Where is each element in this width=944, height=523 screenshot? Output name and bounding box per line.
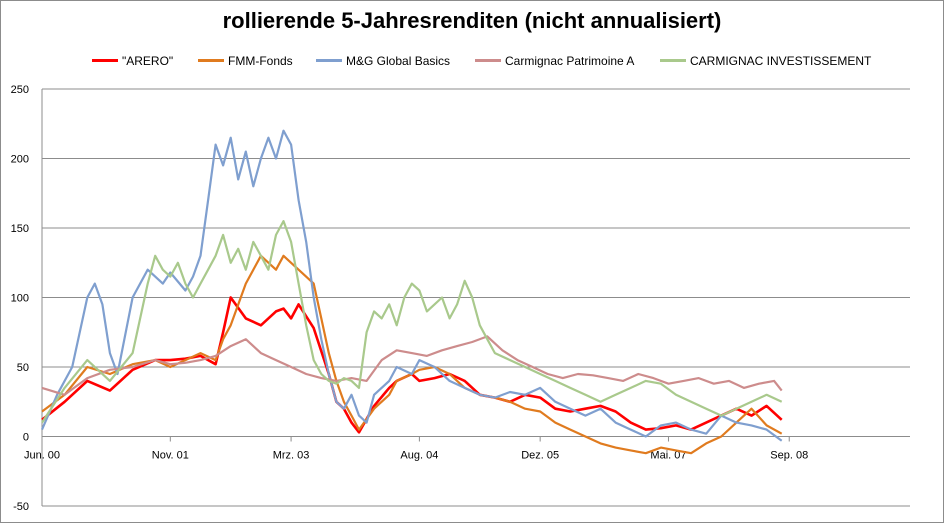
legend-item: M&G Global Basics [316, 54, 450, 68]
axes: -50 0 50 100 150 200 250 Jun. 00 Nov. 01 Mrz. 03 A… [11, 84, 910, 513]
y-tick-label: -50 [13, 501, 29, 513]
legend-swatch [475, 59, 501, 63]
x-tick-label: Dez. 05 [521, 450, 559, 462]
legend-swatch [198, 59, 224, 63]
y-tick-label: 200 [11, 154, 29, 166]
legend-item: CARMIGNAC INVESTISSEMENT [660, 54, 871, 68]
legend-swatch [316, 59, 342, 63]
x-tick-label: Jun. 00 [24, 450, 60, 462]
x-tick-label: Sep. 08 [770, 450, 808, 462]
legend-item: "ARERO" [92, 54, 173, 68]
legend: "ARERO" FMM-Fonds M&G Global Basics Carmign… [0, 54, 944, 72]
y-tick-label: 250 [11, 84, 29, 96]
y-tick-label: 0 [23, 432, 29, 444]
series-lines [40, 129, 783, 455]
series-line-0 [41, 296, 783, 434]
legend-item: FMM-Fonds [198, 54, 293, 68]
legend-label: "ARERO" [122, 54, 174, 68]
x-tick-label: Mrz. 03 [273, 450, 310, 462]
legend-item: Carmignac Patrimoine A [475, 54, 634, 68]
chart-title: rollierende 5-Jahresrenditen (nicht annu… [222, 8, 722, 33]
x-tick-label: Nov. 01 [152, 450, 189, 462]
gridlines [42, 88, 910, 507]
series-line-4 [41, 220, 783, 424]
legend-label: CARMIGNAC INVESTISSEMENT [690, 54, 872, 68]
x-tick-label: Aug. 04 [400, 450, 438, 462]
legend-swatch [92, 59, 118, 63]
legend-label: M&G Global Basics [346, 54, 451, 68]
series-line-2 [40, 129, 783, 442]
x-tick-label: Mai. 07 [650, 450, 686, 462]
legend-label: Carmignac Patrimoine A [505, 54, 635, 68]
y-tick-label: 150 [11, 223, 29, 235]
series-line-1 [41, 254, 783, 455]
legend-swatch [660, 59, 686, 63]
legend-label: FMM-Fonds [228, 54, 293, 68]
series-line-3 [41, 335, 783, 396]
y-tick-label: 50 [17, 362, 29, 374]
y-tick-label: 100 [11, 293, 29, 305]
